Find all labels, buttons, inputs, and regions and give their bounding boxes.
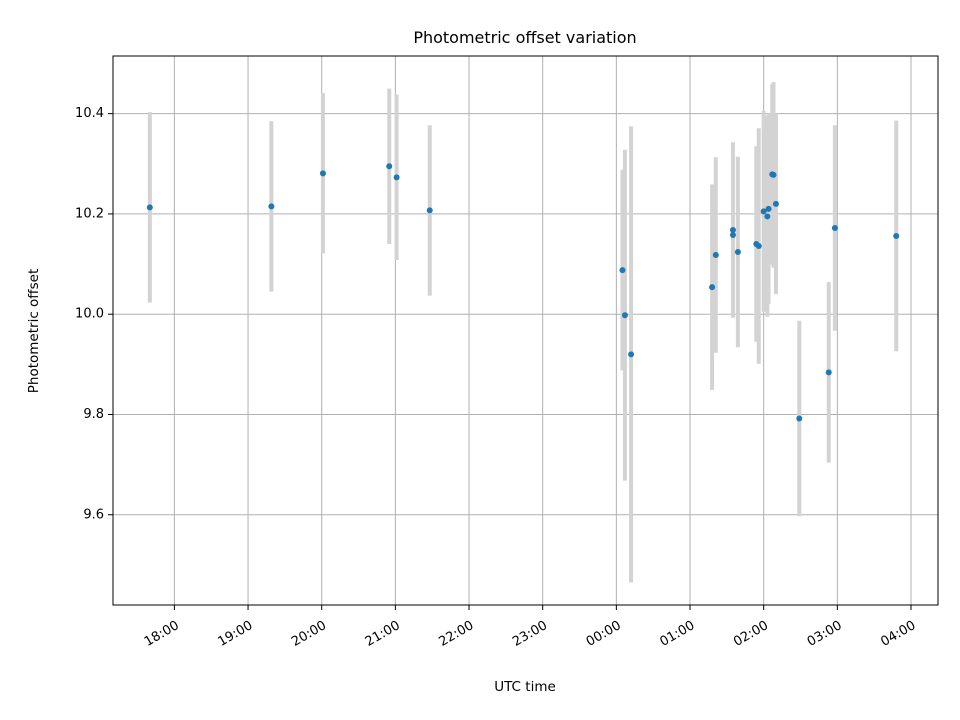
data-point [268,203,275,210]
data-point [709,284,716,291]
data-point [619,267,626,274]
data-point [628,351,635,358]
data-point [729,231,736,238]
data-point [621,312,628,319]
data-point [796,415,803,422]
data-point [764,213,771,220]
data-point [712,252,719,259]
y-tick-label: 9.6 [83,507,104,522]
data-point [146,204,153,211]
y-tick-label: 10.0 [75,307,104,322]
chart-title: Photometric offset variation [413,28,636,47]
data-point [772,200,779,207]
data-point [893,232,900,239]
data-point [729,226,736,233]
y-tick-label: 9.8 [83,407,104,422]
y-tick-label: 10.2 [75,206,104,221]
data-point [765,205,772,212]
y-axis-ticks: 9.6 9.8 10.0 10.2 10.4 [75,106,113,522]
data-point [734,249,741,256]
y-axis-label: Photometric offset [26,269,42,393]
data-point [386,163,393,170]
plot-frame [112,55,939,606]
data-points [146,163,900,422]
y-tick-label: 10.4 [75,106,104,121]
x-axis-label: UTC time [494,679,556,695]
data-point [426,207,433,214]
data-point [825,369,832,376]
data-point [319,170,326,177]
data-point [770,171,777,178]
data-point [760,208,767,215]
data-point [831,224,838,231]
data-point [755,243,762,250]
data-point [393,174,400,181]
